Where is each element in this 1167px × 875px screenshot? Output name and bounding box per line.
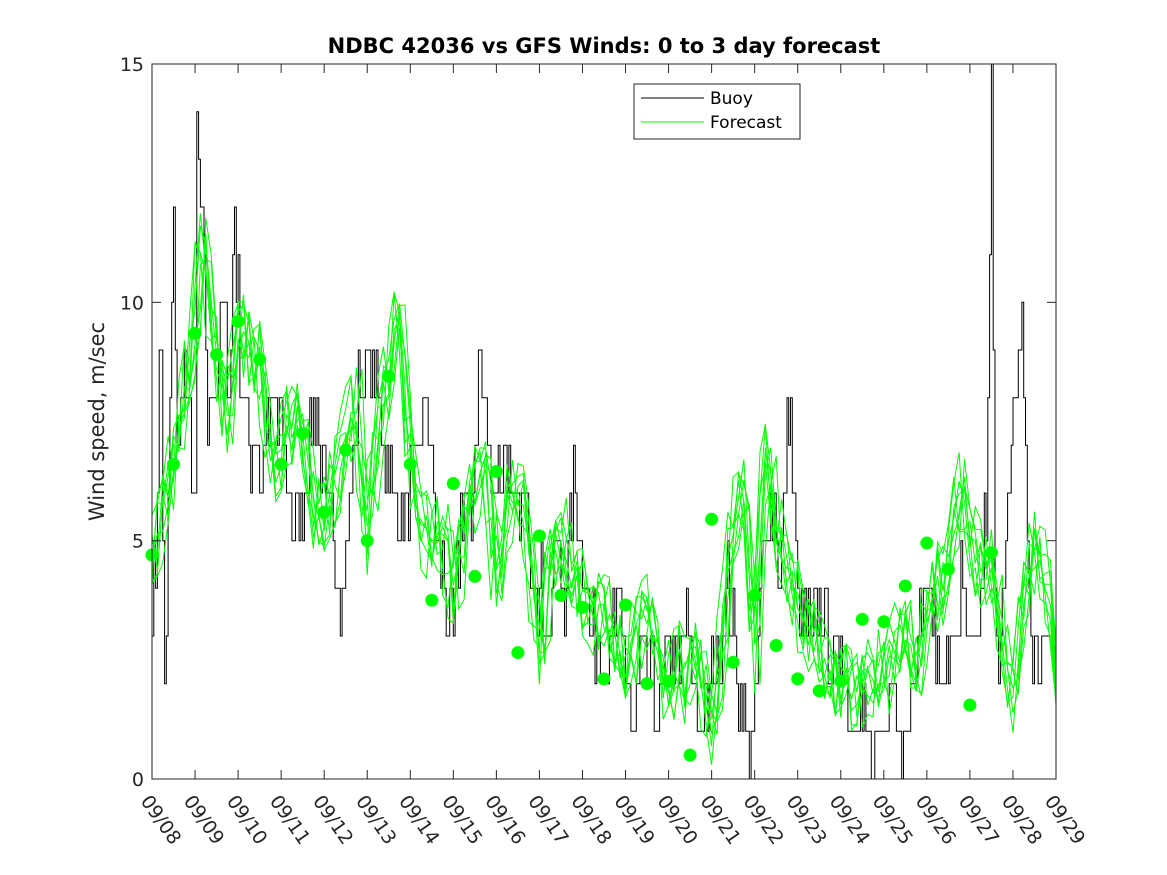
forecast-marker — [360, 534, 374, 548]
plot-area — [145, 63, 1057, 780]
forecast-marker — [769, 639, 783, 653]
forecast-line — [152, 225, 1056, 735]
forecast-marker — [877, 615, 891, 629]
forecast-marker — [425, 593, 439, 607]
y-axis: 0 5 10 15 — [120, 54, 1056, 791]
forecast-marker — [274, 457, 288, 471]
plot-frame — [151, 63, 1057, 780]
forecast-line — [152, 213, 1056, 727]
forecast-markers — [145, 314, 998, 762]
forecast-marker — [511, 646, 525, 660]
legend: Buoy Forecast — [633, 83, 801, 140]
y-tick-label: 0 — [132, 769, 144, 791]
forecast-marker — [920, 536, 934, 550]
forecast-marker — [748, 588, 762, 602]
forecast-marker — [941, 562, 955, 576]
forecast-marker — [554, 588, 568, 602]
forecast-line — [152, 241, 1056, 738]
legend-box — [633, 83, 801, 140]
y-tick-label: 15 — [120, 54, 144, 76]
forecast-marker — [726, 655, 740, 669]
plot-background — [152, 64, 1056, 779]
forecast-marker — [984, 546, 998, 560]
y-axis-label: Wind speed, m/sec — [85, 322, 109, 521]
y-tick-label: 10 — [120, 292, 144, 314]
forecast-line — [152, 258, 1056, 765]
forecast-marker — [532, 529, 546, 543]
forecast-marker — [296, 426, 310, 440]
forecast-marker — [167, 457, 181, 471]
forecast-marker — [791, 672, 805, 686]
forecast-marker — [231, 314, 245, 328]
forecast-marker — [403, 457, 417, 471]
forecast-marker — [705, 512, 719, 526]
y-tick-label: 5 — [132, 531, 144, 553]
forecast-marker — [446, 476, 460, 490]
forecast-marker — [489, 465, 503, 479]
forecast-marker — [855, 612, 869, 626]
forecast-marker — [898, 579, 912, 593]
forecast-marker — [619, 598, 633, 612]
forecast-marker — [210, 348, 224, 362]
forecast-marker — [683, 748, 697, 762]
forecast-marker — [468, 569, 482, 583]
forecast-marker — [597, 672, 611, 686]
forecast-line — [152, 233, 1056, 734]
forecast-marker — [188, 326, 202, 340]
forecast-marker — [339, 443, 353, 457]
forecast-marker — [834, 674, 848, 688]
forecast-marker — [640, 677, 654, 691]
forecast-marker — [662, 674, 676, 688]
forecast-marker — [812, 684, 826, 698]
legend-forecast-label: Forecast — [710, 113, 782, 133]
forecast-marker — [575, 600, 589, 614]
forecast-marker — [253, 353, 267, 367]
legend-buoy-label: Buoy — [710, 89, 753, 109]
chart-title: NDBC 42036 vs GFS Winds: 0 to 3 day fore… — [328, 34, 881, 58]
forecast-marker — [382, 369, 396, 383]
forecast-marker — [317, 505, 331, 519]
forecast-marker — [963, 698, 977, 712]
